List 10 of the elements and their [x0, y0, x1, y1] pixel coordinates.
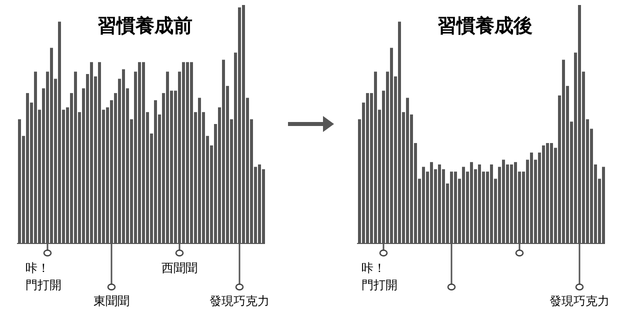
text: 發現巧克力 — [550, 294, 610, 308]
text: 習慣養成前 — [98, 15, 192, 37]
text: 西聞聞 — [162, 261, 198, 275]
text: 咔！ — [26, 261, 50, 275]
text: 發現巧克力 — [210, 294, 270, 308]
text: 東聞聞 — [94, 294, 130, 308]
text: 門打開 — [26, 278, 62, 292]
text: 咔！ — [362, 261, 386, 275]
text: 習慣養成後 — [438, 15, 532, 37]
text: 門打開 — [362, 278, 398, 292]
